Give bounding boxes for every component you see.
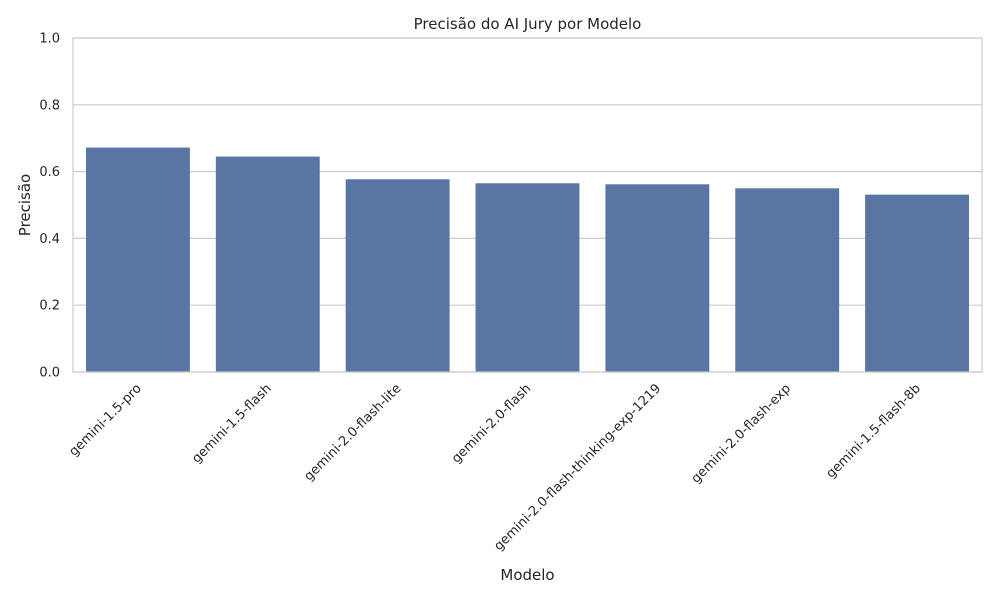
- y-tick-label: 0.6: [39, 165, 60, 180]
- bar: [605, 184, 710, 372]
- bar: [215, 156, 320, 372]
- y-tick-label: 0.8: [39, 98, 60, 113]
- y-tick-label: 0.4: [39, 232, 60, 247]
- y-tick-label: 1.0: [39, 32, 60, 47]
- chart-title: Precisão do AI Jury por Modelo: [414, 15, 642, 33]
- y-tick-labels: 0.0 0.2 0.4 0.6 0.8 1.0: [39, 32, 60, 381]
- plot-frame: [72, 37, 983, 373]
- bar: [865, 194, 970, 372]
- bar: [475, 183, 580, 372]
- bar: [345, 179, 450, 372]
- bars: [85, 147, 970, 372]
- bar: [735, 188, 840, 372]
- y-axis-label: Precisão: [16, 174, 34, 236]
- bar: [85, 147, 190, 372]
- y-tick-label: 0.0: [39, 366, 60, 381]
- x-axis-label: Modelo: [500, 566, 554, 584]
- y-tick-label: 0.2: [39, 299, 60, 314]
